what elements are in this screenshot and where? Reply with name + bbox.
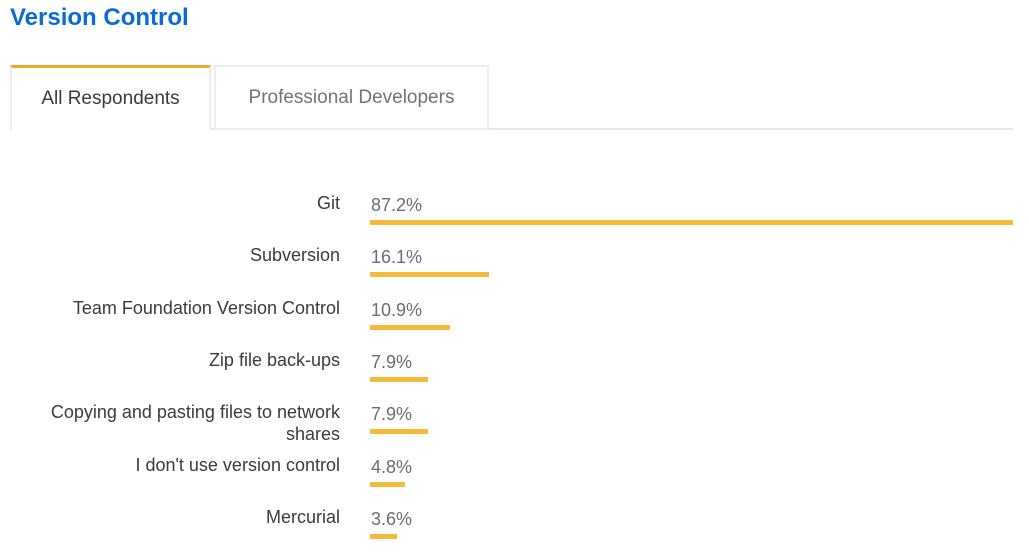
page-title: Version Control xyxy=(10,4,189,31)
bar-row: Subversion 16.1% xyxy=(0,232,1029,284)
bar-label: Subversion xyxy=(249,245,340,266)
bar xyxy=(370,220,1013,225)
version-control-chart: Git 87.2% Subversion 16.1% Team Foundation V… xyxy=(0,180,1029,556)
tab-professional-developers[interactable]: Professional Developers xyxy=(214,65,489,130)
bar-value-label: 7.9% xyxy=(371,404,413,425)
bar xyxy=(370,376,428,382)
bar-row: Team Foundation Version Control 10.9% xyxy=(0,285,1029,337)
tab-all-respondents[interactable]: All Respondents xyxy=(10,65,211,131)
bar-value-label: 7.9% xyxy=(371,351,413,372)
bar-value-label: 16.1% xyxy=(371,247,423,268)
bar-value-label: 4.8% xyxy=(371,456,413,477)
bar xyxy=(370,272,489,278)
bar-value-label: 10.9% xyxy=(371,299,423,320)
bar-row: I don't use version control 4.8% xyxy=(0,442,1029,494)
bar-label: Mercurial xyxy=(265,506,340,527)
bar-row: Mercurial 3.6% xyxy=(0,494,1029,546)
bar xyxy=(370,429,428,435)
bar-row: Git 87.2% xyxy=(0,180,1029,232)
bar-row: Copying and pasting files to network sha… xyxy=(0,389,1029,444)
bar-value-label: 87.2% xyxy=(371,195,423,215)
bar xyxy=(370,481,405,487)
bar-label: Copying and pasting files to network sha… xyxy=(50,402,340,445)
bar-row: Zip file back-ups 7.9% xyxy=(0,337,1029,389)
bar xyxy=(370,533,397,539)
bar-label: Git xyxy=(316,193,340,213)
bar-label: I don't use version control xyxy=(135,454,340,475)
bar-value-label: 3.6% xyxy=(371,508,413,529)
bar xyxy=(370,324,450,330)
tab-bar: All Respondents Professional Developers xyxy=(10,65,1013,131)
bar-label: Zip file back-ups xyxy=(208,349,340,370)
bar-label: Team Foundation Version Control xyxy=(72,297,340,318)
